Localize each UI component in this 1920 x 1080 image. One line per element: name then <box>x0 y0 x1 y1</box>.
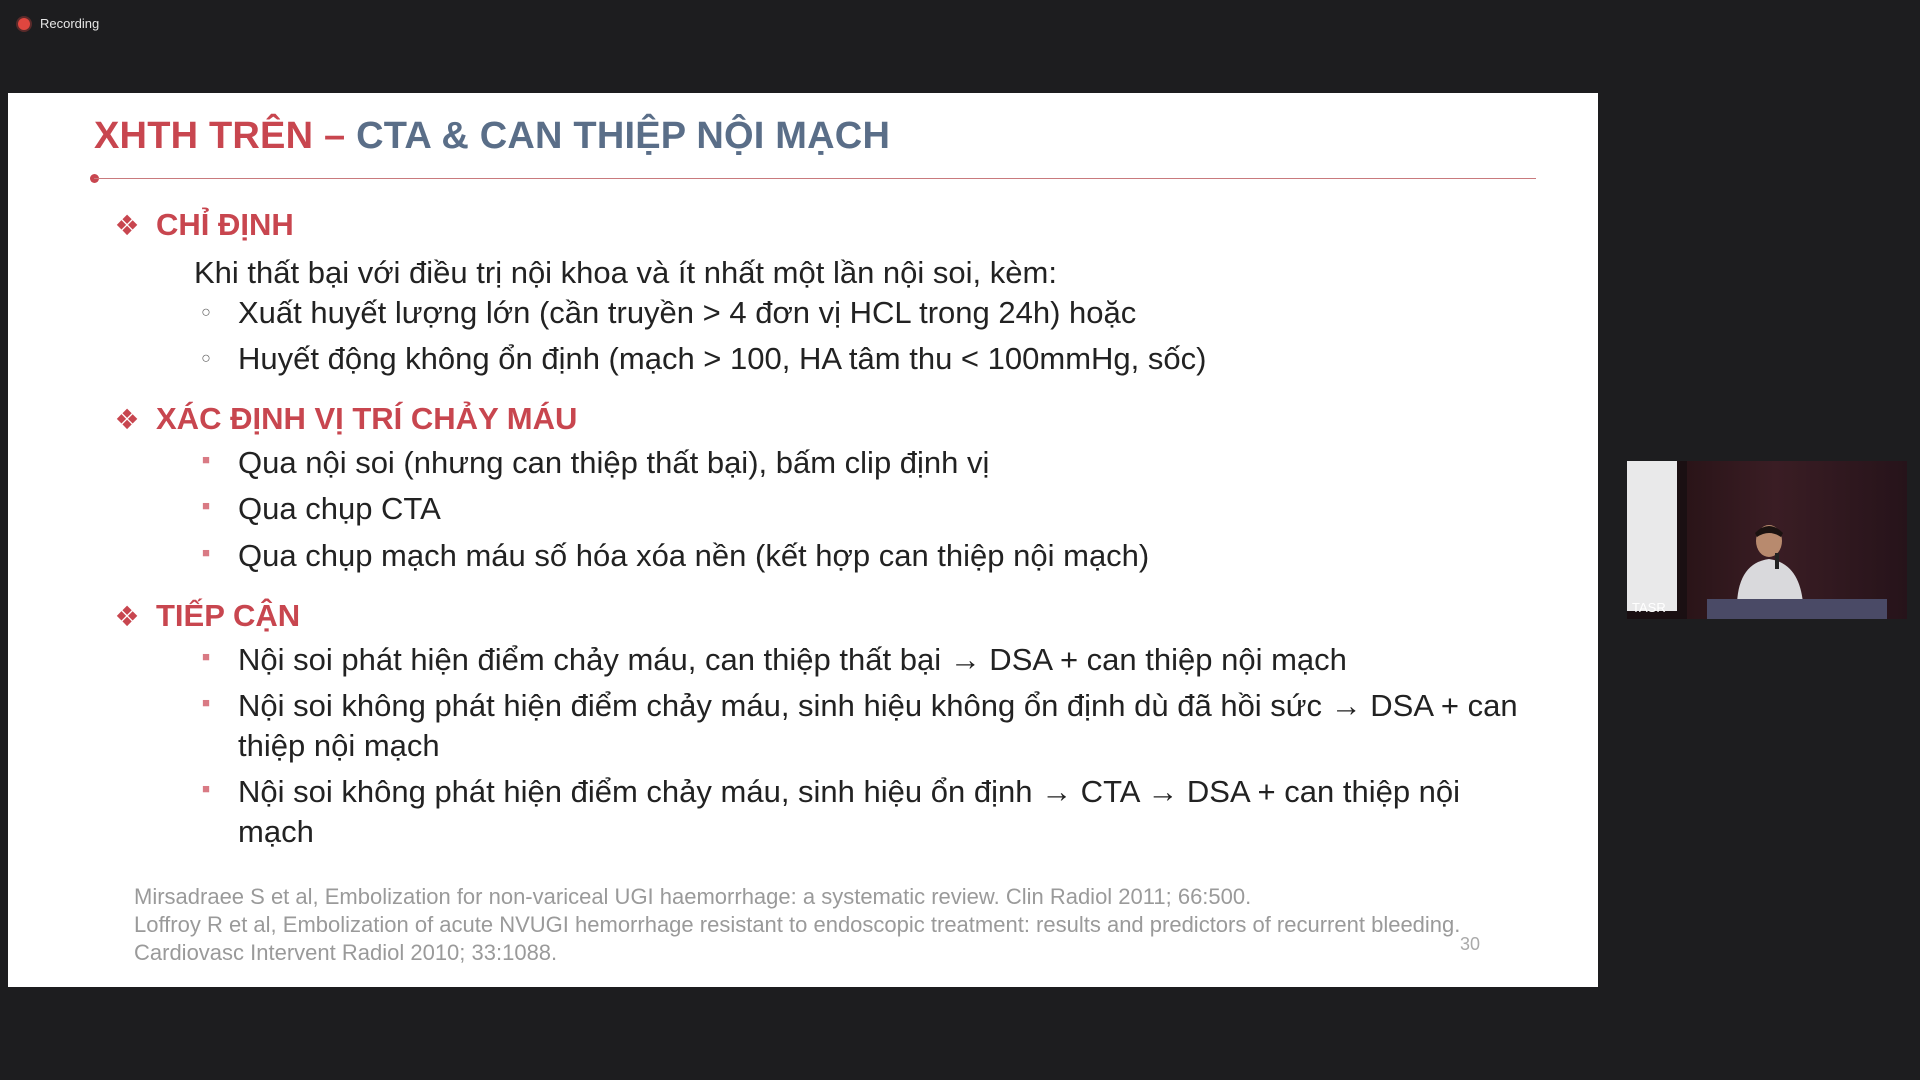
square-bullet-icon: ■ <box>202 452 210 467</box>
recording-indicator: Recording <box>18 16 99 31</box>
speaker-figure <box>1737 525 1803 603</box>
recording-label: Recording <box>40 16 100 31</box>
square-bullet-icon: ■ <box>202 781 210 796</box>
list-item: ■ Qua chụp CTA <box>194 489 1344 529</box>
list-item: ■ Nội soi không phát hiện điểm chảy máu,… <box>194 772 1534 852</box>
circle-bullet-icon: ○ <box>201 350 211 367</box>
video-projection-screen <box>1627 461 1677 611</box>
list-item: ■ Qua chụp mạch máu số hóa xóa nền (kết … <box>194 536 1344 576</box>
diamond-bullet-icon: ❖ <box>114 599 140 633</box>
shared-slide: XHTH TRÊN – CTA & CAN THIỆP NỘI MẠCH ❖ C… <box>8 93 1598 987</box>
square-bullet-icon: ■ <box>202 695 210 710</box>
section-chi-dinh: ❖ CHỈ ĐỊNH <box>112 207 294 243</box>
section-title: XÁC ĐỊNH VỊ TRÍ CHẢY MÁU <box>156 401 578 436</box>
video-desk <box>1707 599 1887 619</box>
slide-title-part2: CTA & CAN THIỆP NỘI MẠCH <box>356 115 891 157</box>
diamond-bullet-icon: ❖ <box>114 208 140 242</box>
participant-name-label: TASR <box>1632 600 1666 615</box>
participant-video-tile[interactable]: TASR <box>1627 461 1907 619</box>
square-bullet-icon: ■ <box>202 649 210 664</box>
circle-bullet-icon: ○ <box>201 304 211 321</box>
page-number: 30 <box>1459 934 1480 954</box>
record-dot-icon <box>18 17 30 30</box>
title-rule <box>94 178 1536 179</box>
section-xac-dinh-vi-tri: ❖ XÁC ĐỊNH VỊ TRÍ CHẢY MÁU <box>112 401 577 437</box>
diamond-bullet-icon: ❖ <box>114 402 140 436</box>
references: Mirsadraee S et al, Embolization for non… <box>134 883 1464 967</box>
reference-line: Mirsadraee S et al, Embolization for non… <box>134 884 1252 909</box>
square-bullet-icon: ■ <box>202 545 210 560</box>
reference-line: Loffroy R et al, Embolization of acute N… <box>134 912 1461 965</box>
list-item: ■ Nội soi phát hiện điểm chảy máu, can t… <box>194 640 1534 680</box>
section-intro: Khi thất bại với điều trị nội khoa và ít… <box>194 255 1057 290</box>
section-title: CHỈ ĐỊNH <box>156 207 294 242</box>
list-item: ■ Qua nội soi (nhưng can thiệp thất bại)… <box>194 443 1344 483</box>
square-bullet-icon: ■ <box>202 498 210 513</box>
section-tiep-can: ❖ TIẾP CẬN <box>112 598 300 634</box>
list-item: ■ Nội soi không phát hiện điểm chảy máu,… <box>194 686 1534 766</box>
slide-title: XHTH TRÊN – CTA & CAN THIỆP NỘI MẠCH <box>94 115 890 158</box>
list-item: ○ Xuất huyết lượng lớn (cần truyền > 4 đ… <box>194 293 1344 333</box>
section-title: TIẾP CẬN <box>156 598 301 633</box>
slide-title-part1: XHTH TRÊN – <box>94 115 346 157</box>
list-item: ○ Huyết động không ổn định (mạch > 100, … <box>194 339 1344 379</box>
